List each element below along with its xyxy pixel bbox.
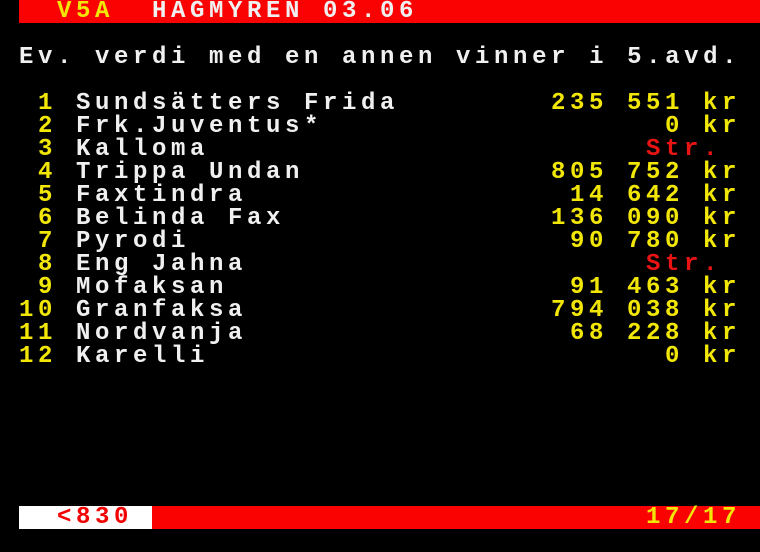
table-row: 2 Frk.Juventus* 0 kr — [0, 113, 760, 140]
table-row: 10 Granfaksa 794 038 kr — [0, 297, 760, 324]
page-indicator: 17/17 — [646, 504, 742, 531]
horse-value: 794 038 kr — [551, 297, 742, 324]
table-row: 9 Mofaksan 91 463 kr — [0, 274, 760, 301]
horse-status: Str. — [646, 136, 723, 163]
footer-row: <830 17/17 — [0, 504, 760, 531]
horse-name: Faxtindra — [76, 182, 248, 209]
table-row: 4 Trippa Undan 805 752 kr — [0, 159, 760, 186]
horse-name: Frk.Juventus* — [76, 113, 324, 140]
horse-number: 3 — [19, 136, 58, 163]
page-title: HAGMYREN 03.06 — [152, 0, 419, 25]
page-link[interactable]: <830 — [57, 504, 134, 531]
horse-number: 10 — [19, 297, 58, 324]
horse-number: 9 — [19, 274, 58, 301]
horse-name: Karelli — [76, 343, 210, 370]
header-bar — [19, 0, 760, 23]
horse-name: Eng Jahna — [76, 251, 248, 278]
table-row: 11 Nordvanja 68 228 kr — [0, 320, 760, 347]
horse-value: 91 463 kr — [551, 274, 742, 301]
horse-name: Kalloma — [76, 136, 210, 163]
horse-number: 8 — [19, 251, 58, 278]
horse-value: 235 551 kr — [551, 90, 742, 117]
horse-value: 805 752 kr — [551, 159, 742, 186]
header-row: V5A HAGMYREN 03.06 — [0, 0, 760, 25]
horse-value: 14 642 kr — [551, 182, 742, 209]
horse-status: Str. — [646, 251, 723, 278]
table-row: 6 Belinda Fax 136 090 kr — [0, 205, 760, 232]
horse-value: 136 090 kr — [551, 205, 742, 232]
horse-number: 12 — [19, 343, 58, 370]
horse-name: Belinda Fax — [76, 205, 286, 232]
subtitle: Ev. verdi med en annen vinner i 5.avd. — [19, 44, 742, 71]
table-row: 3 Kalloma Str. — [0, 136, 760, 163]
horse-name: Nordvanja — [76, 320, 248, 347]
page-link-box[interactable] — [19, 506, 152, 529]
horse-value: 0 kr — [551, 343, 742, 370]
horse-number: 2 — [19, 113, 58, 140]
horse-number: 7 — [19, 228, 58, 255]
horse-name: Pyrodi — [76, 228, 191, 255]
horse-number: 1 — [19, 90, 58, 117]
page-label: V5A — [57, 0, 115, 25]
table-row: 7 Pyrodi 90 780 kr — [0, 228, 760, 255]
horse-number: 11 — [19, 320, 58, 347]
horse-number: 5 — [19, 182, 58, 209]
horse-value: 0 kr — [551, 113, 742, 140]
table-row: 8 Eng Jahna Str. — [0, 251, 760, 278]
horse-number: 6 — [19, 205, 58, 232]
subtitle-row: Ev. verdi med en annen vinner i 5.avd. — [0, 44, 760, 71]
horse-name: Mofaksan — [76, 274, 229, 301]
horse-name: Sundsätters Frida — [76, 90, 400, 117]
horse-value: 90 780 kr — [551, 228, 742, 255]
horse-name: Trippa Undan — [76, 159, 305, 186]
table-row: 12 Karelli 0 kr — [0, 343, 760, 370]
horse-name: Granfaksa — [76, 297, 248, 324]
table-row: 1 Sundsätters Frida 235 551 kr — [0, 90, 760, 117]
horse-number: 4 — [19, 159, 58, 186]
footer-bar — [19, 506, 760, 529]
table-row: 5 Faxtindra 14 642 kr — [0, 182, 760, 209]
horse-value: 68 228 kr — [551, 320, 742, 347]
